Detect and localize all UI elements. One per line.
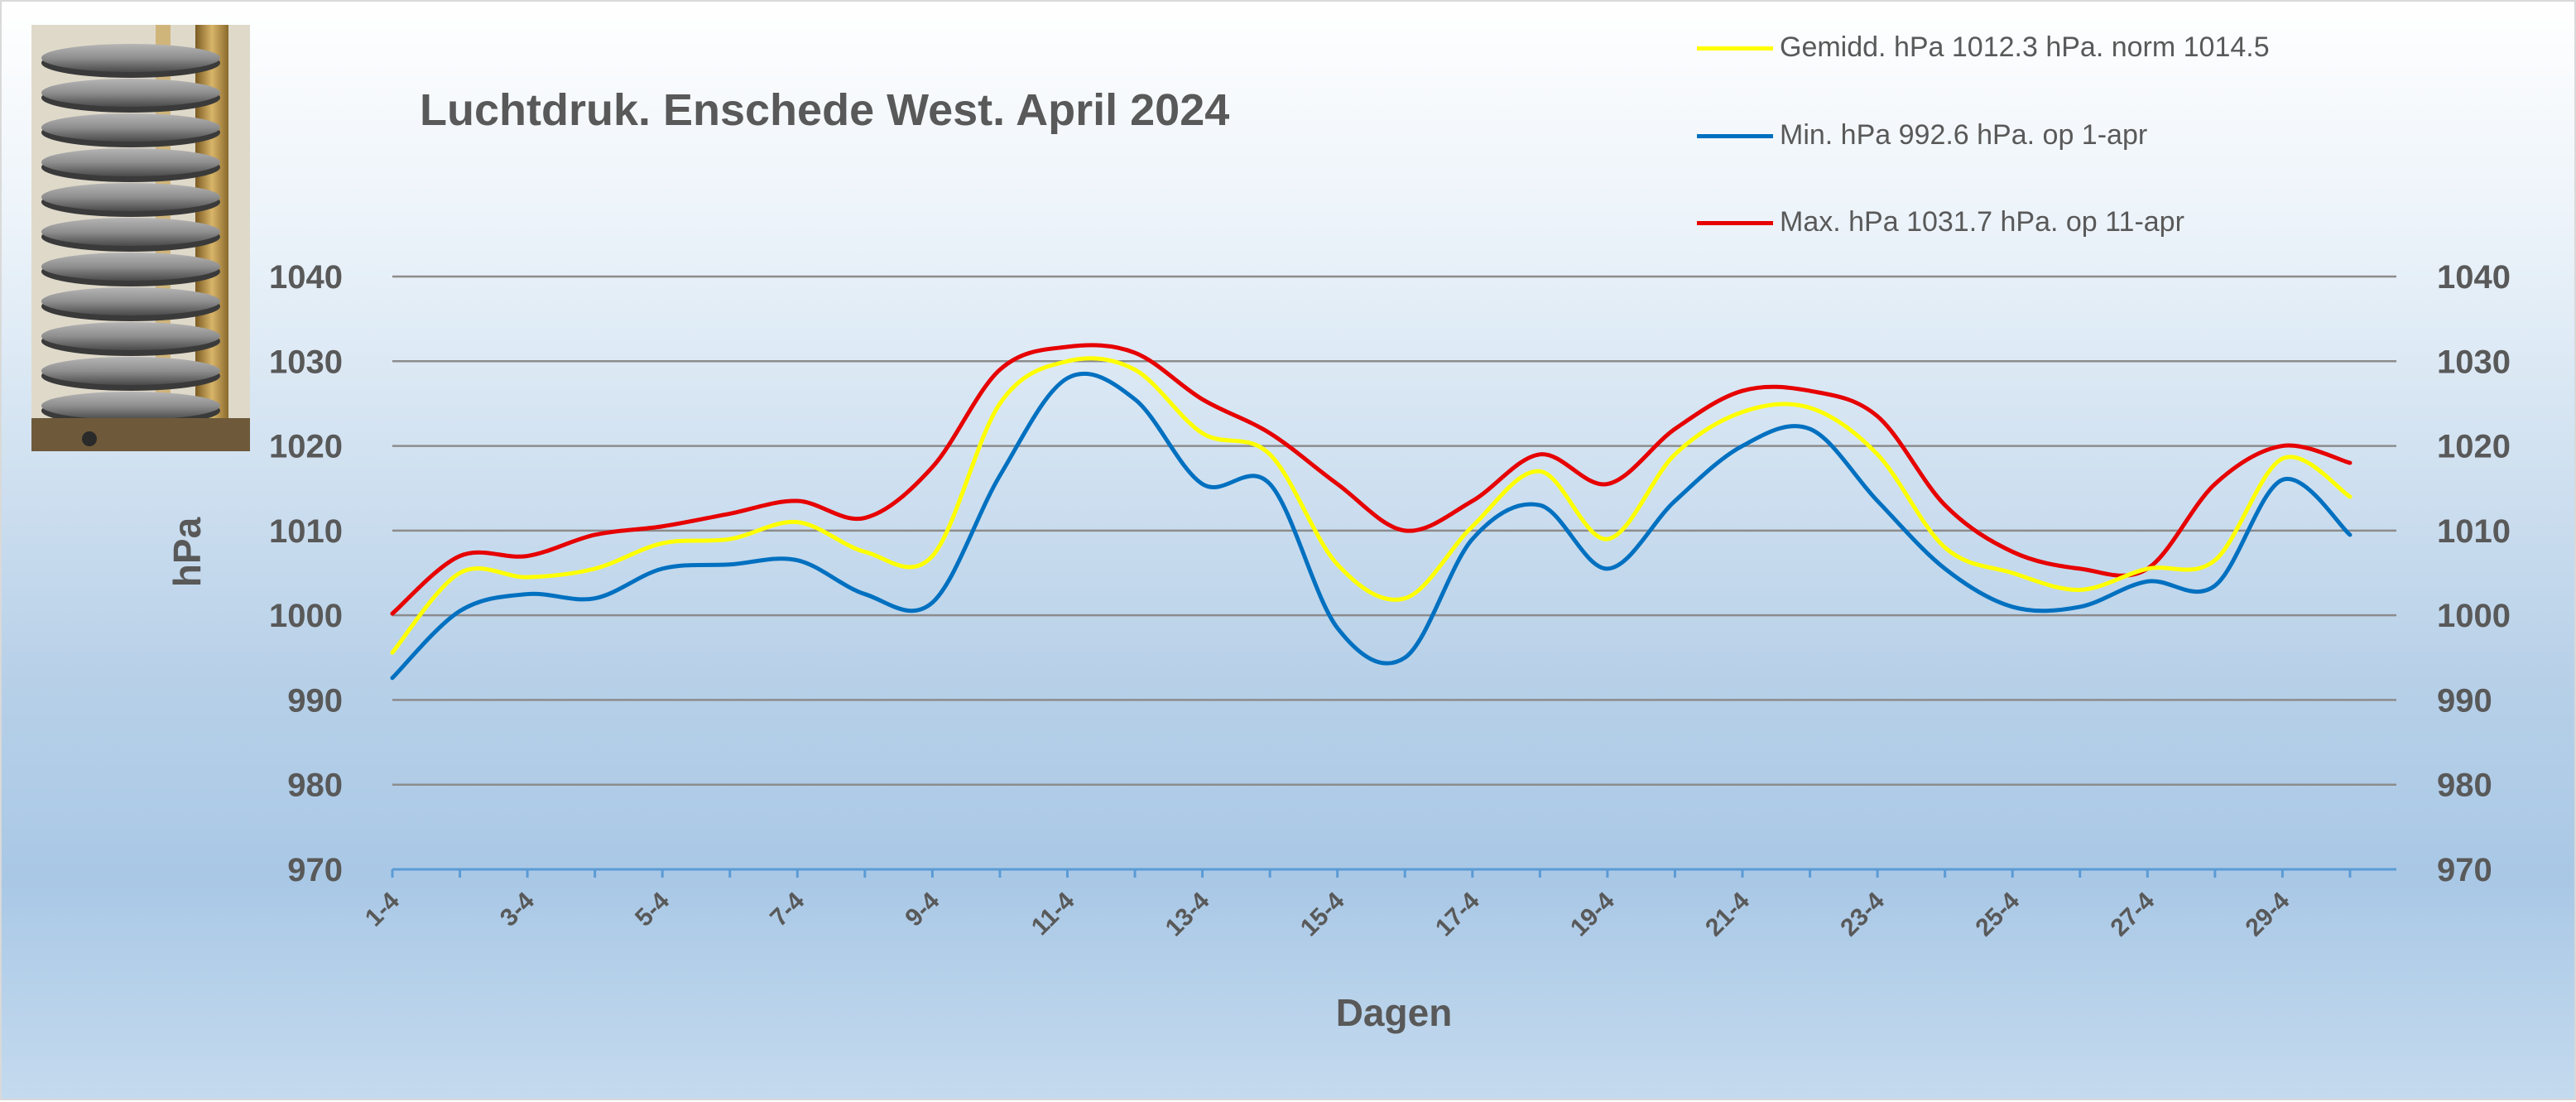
legend-label-average: Gemidd. hPa 1012.3 hPa. norm 1014.5: [1780, 31, 2270, 63]
x-tick-label: 13-4: [1161, 887, 1215, 941]
y-tick-label: 1040: [2437, 259, 2511, 296]
y-tick-label: 1010: [2437, 513, 2511, 550]
y-tick-label: 1010: [269, 513, 343, 550]
x-axis-tick-labels: 1-4 3-4 5-4 7-4 9-4 11-4 13-4 15-4 17-4 19-4 21-4 2…: [360, 887, 2295, 941]
y-tick-label: 990: [2437, 682, 2492, 719]
capsule-disk: [41, 218, 220, 246]
x-tick-label: 29-4: [2241, 887, 2295, 941]
y-tick-label: 980: [2437, 768, 2492, 804]
x-tick-label: 23-4: [1835, 887, 1890, 941]
series-line-min: [390, 371, 2353, 681]
y-axis-left: 970 980 990 1000 1010 1020 1030 1040: [269, 259, 343, 888]
legend-swatch-average: [1697, 46, 1773, 51]
y-axis-right: 970 980 990 1000 1010 1020 1030 1040: [2437, 259, 2511, 888]
x-tick-label: 5-4: [630, 887, 675, 931]
gridlines: [392, 275, 2396, 786]
y-tick-label: 1020: [269, 429, 343, 465]
series-lines: [390, 343, 2353, 681]
capsule-disk: [41, 79, 220, 107]
x-tick-label: 17-4: [1430, 887, 1485, 941]
x-tick-label: 7-4: [765, 887, 810, 931]
capsule-disk: [41, 357, 220, 385]
x-axis-title: Dagen: [1336, 991, 1453, 1034]
capsule-disk: [41, 183, 220, 211]
x-tick-label: 27-4: [2105, 887, 2160, 941]
y-tick-label: 1000: [2437, 598, 2511, 634]
capsule-disk: [41, 253, 220, 281]
y-tick-label: 1030: [2437, 344, 2511, 380]
y-tick-label: 970: [287, 852, 343, 888]
y-tick-label: 1020: [2437, 429, 2511, 465]
capsule-disk: [41, 44, 220, 72]
x-tick-label: 11-4: [1026, 887, 1080, 941]
series-line-average: [390, 356, 2353, 655]
capsule-disk: [41, 113, 220, 142]
chart-title: Luchtdruk. Enschede West. April 2024: [420, 85, 1230, 135]
x-axis: [391, 868, 2396, 878]
capsule-disk: [41, 392, 220, 420]
y-tick-label: 1030: [269, 344, 343, 380]
y-axis-title: hPa: [166, 517, 209, 587]
legend-label-min: Min. hPa 992.6 hPa. op 1-apr: [1780, 119, 2148, 151]
legend-label-max: Max. hPa 1031.7 hPa. op 11-apr: [1780, 206, 2184, 238]
y-tick-label: 980: [287, 768, 343, 804]
capsule-disk: [41, 148, 220, 176]
x-tick-label: 9-4: [900, 887, 944, 931]
series-line-max: [390, 343, 2353, 616]
x-tick-label: 3-4: [495, 887, 540, 931]
y-tick-label: 1000: [269, 598, 343, 634]
capsule-disk: [41, 322, 220, 350]
y-tick-label: 1040: [269, 259, 343, 296]
x-tick-label: 25-4: [1970, 887, 2025, 941]
x-tick-label: 19-4: [1565, 887, 1620, 941]
legend-swatch-min: [1697, 134, 1773, 138]
y-tick-label: 970: [2437, 852, 2492, 888]
x-tick-label: 21-4: [1700, 887, 1755, 941]
y-tick-label: 990: [287, 682, 343, 719]
x-tick-label: 1-4: [360, 887, 405, 931]
capsule-disk: [41, 287, 220, 315]
x-tick-label: 15-4: [1295, 887, 1350, 941]
barometer-photo: [31, 25, 250, 451]
legend-swatch-max: [1697, 221, 1773, 225]
